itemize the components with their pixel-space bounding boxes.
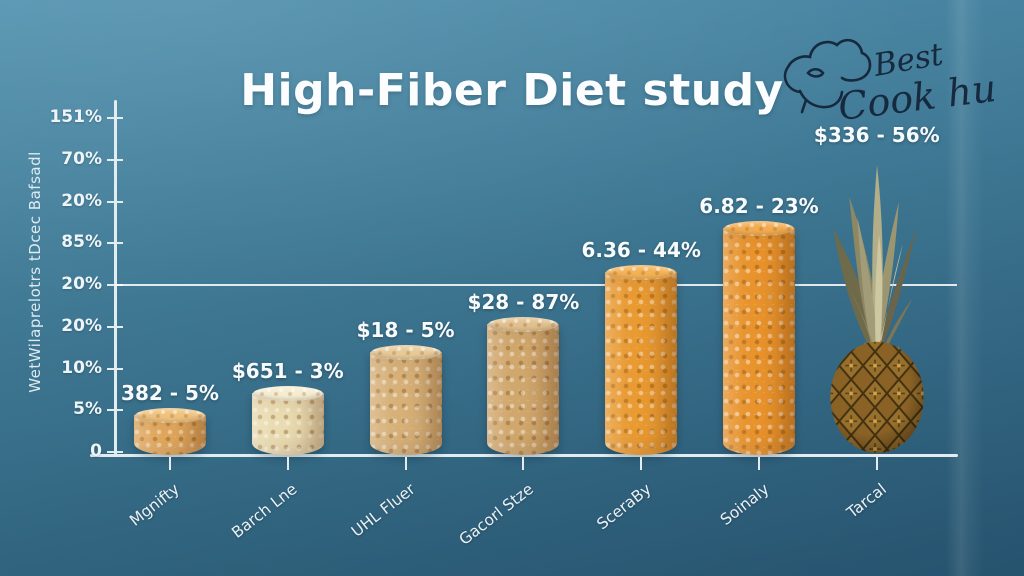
y-tick-mark — [107, 242, 123, 245]
y-tick-mark — [107, 367, 123, 370]
bar-value-label: $18 - 5% — [356, 318, 455, 342]
bar-value-label: 382 - 5% — [121, 381, 219, 405]
x-category-label: Gacorl Stze — [455, 480, 537, 549]
y-tick-label: 70% — [61, 148, 102, 169]
y-tick-mark — [107, 117, 123, 119]
bar-top-cap — [370, 345, 441, 360]
bar — [605, 265, 678, 455]
bar-value-label: $651 - 3% — [231, 359, 344, 383]
y-tick-label: 20% — [61, 190, 102, 211]
reference-gridline — [115, 284, 957, 286]
y-tick-label: 151% — [49, 107, 102, 127]
bar-value-label: 6.82 - 23% — [699, 194, 819, 218]
bar-value-label: $336 - 56% — [813, 123, 940, 147]
bar — [723, 221, 795, 455]
x-tick-mark — [522, 457, 525, 470]
y-tick-mark — [107, 200, 123, 203]
x-category-label: Soinaly — [716, 480, 773, 529]
x-tick-mark — [286, 457, 289, 470]
x-tick-mark — [875, 457, 878, 470]
pineapple-body — [830, 341, 924, 454]
pineapple-illustration — [830, 164, 924, 454]
bar — [369, 345, 442, 455]
y-tick-label: 20% — [61, 315, 102, 336]
bar — [134, 408, 206, 455]
x-tick-mark — [169, 457, 171, 470]
x-tick-mark — [640, 457, 643, 470]
bar-top-cap — [135, 408, 205, 423]
x-category-label: Tarcal — [843, 480, 890, 522]
y-tick-label: 5% — [73, 399, 102, 420]
y-tick-label: 10% — [61, 357, 102, 378]
chef-hat-icon — [783, 38, 872, 114]
y-tick-mark — [107, 409, 123, 412]
bar-top-cap — [606, 265, 677, 280]
bar-top-cap — [724, 221, 794, 236]
y-tick-mark — [107, 451, 123, 453]
x-axis — [90, 454, 958, 457]
x-category-label: Mgnifty — [126, 480, 184, 530]
y-tick-label: 0 — [90, 441, 102, 461]
x-tick-mark — [758, 457, 760, 470]
y-tick-label: 20% — [61, 274, 102, 294]
y-tick-mark — [107, 158, 123, 161]
bar-value-label: $28 - 87% — [467, 290, 580, 314]
bar-top-cap — [488, 317, 559, 332]
bar-top-cap — [252, 386, 323, 401]
brand-logo: Best Cook hub — [783, 36, 994, 129]
x-category-label: SceraBy — [593, 480, 655, 534]
y-axis — [114, 100, 117, 457]
bar — [251, 386, 324, 455]
y-tick-mark — [107, 325, 123, 328]
x-category-label: Barch Lne — [228, 480, 301, 542]
y-tick-label: 85% — [61, 232, 102, 253]
x-tick-mark — [404, 457, 407, 470]
bar — [487, 317, 560, 455]
x-category-label: UHL Fluer — [348, 480, 419, 541]
bar-value-label: 6.36 - 44% — [581, 238, 701, 262]
chart-title: High-Fiber Diet study — [240, 65, 784, 117]
